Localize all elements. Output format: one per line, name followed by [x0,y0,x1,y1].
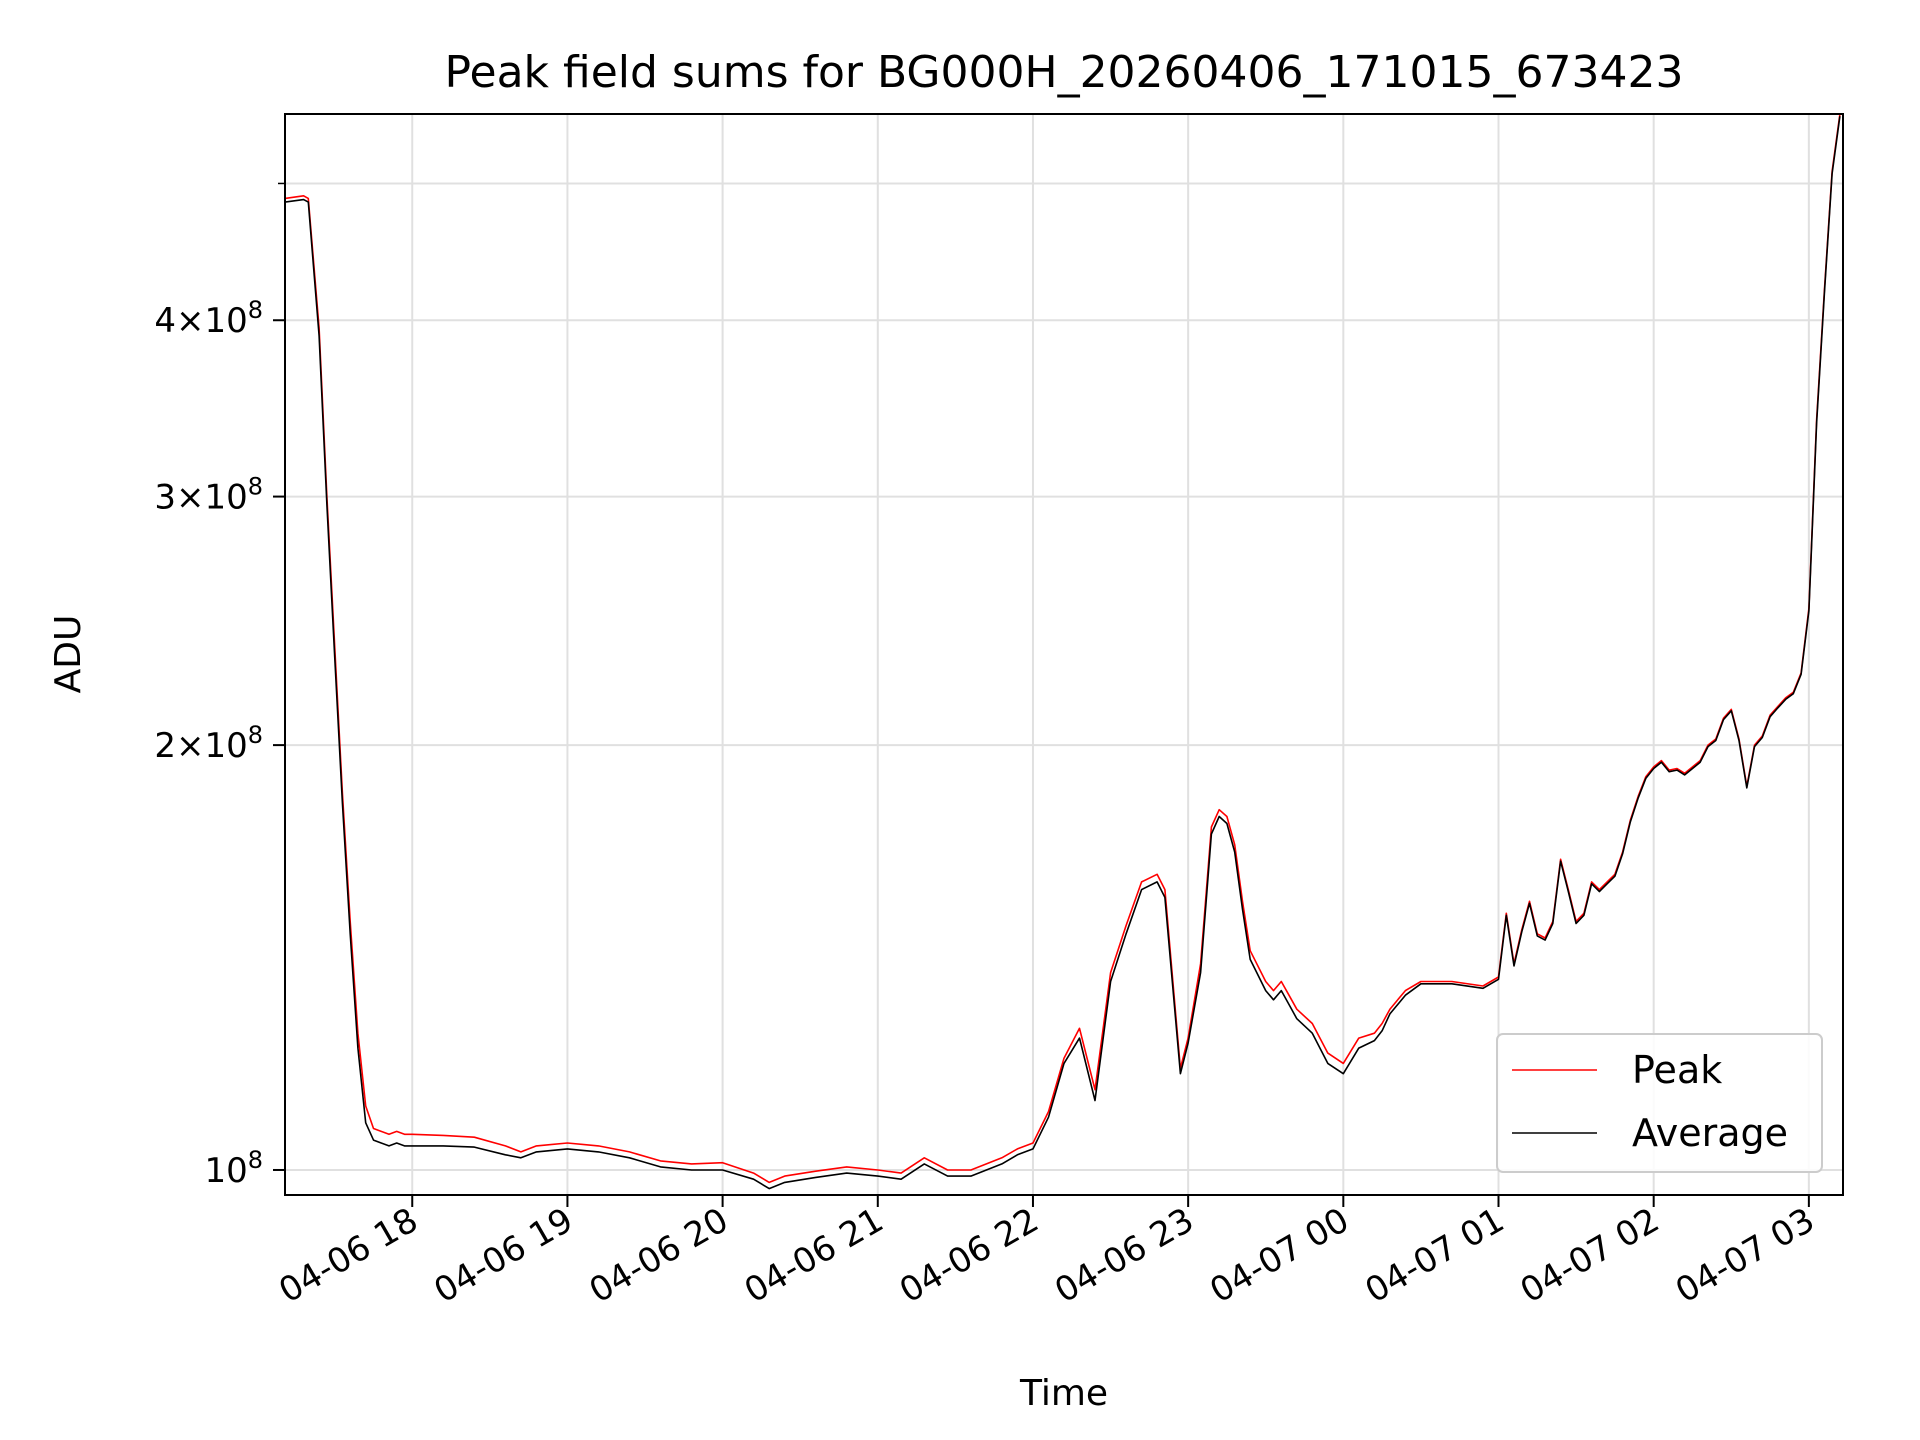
y-tick-label: 4×108 [154,296,263,341]
x-tick-label: 04-07 00 [1203,1200,1355,1311]
series-layer [285,114,1841,1190]
x-tick-label: 04-06 21 [738,1200,890,1311]
series-line-average [285,116,1841,1190]
legend-box [1496,1033,1823,1173]
x-tick-label: 04-06 22 [893,1200,1045,1311]
x-tick-label: 04-06 18 [272,1200,424,1311]
series-line-peak [285,114,1841,1184]
x-tick-label: 04-06 20 [583,1200,735,1311]
y-tick-label: 2×108 [154,721,263,766]
y-tick-label: 108 [204,1146,263,1191]
y-axis: 108 2×108 3×108 4×108 [154,182,285,1191]
x-tick-label: 04-06 23 [1048,1200,1200,1311]
x-tick-label: 04-07 01 [1359,1200,1511,1311]
x-tick-label: 04-07 02 [1514,1200,1666,1311]
legend-label-peak: Peak [1632,1048,1722,1092]
x-axis: 04-06 18 04-06 19 04-06 20 04-06 21 04-06 22… [272,1195,1821,1311]
y-tick-label: 3×108 [154,473,263,518]
grid [285,114,1843,1195]
legend-label-average: Average [1632,1111,1788,1155]
chart-title: Peak field sums for BG000H_20260406_1710… [445,47,1684,98]
x-tick-label: 04-07 03 [1669,1200,1821,1311]
x-tick-label: 04-06 19 [428,1200,580,1311]
x-axis-label: Time [1019,1373,1108,1414]
legend: Peak Average [1496,1033,1823,1173]
y-axis-label: ADU [48,615,89,694]
plot-frame [284,113,1844,1196]
